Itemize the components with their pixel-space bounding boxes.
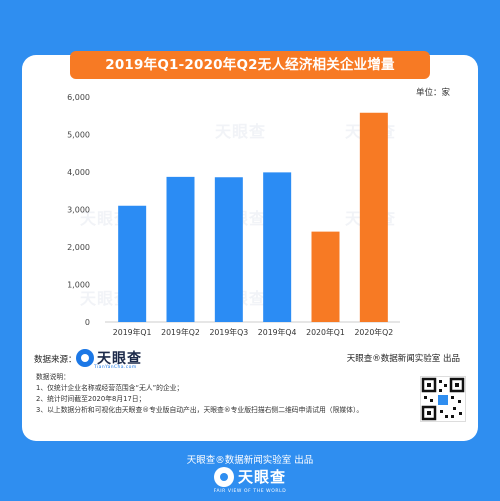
- bars: [118, 112, 388, 322]
- x-tick-label: 2019年Q2: [161, 327, 200, 337]
- x-axis-labels: 2019年Q1 2019年Q2 2019年Q3 2019年Q4 2020年Q1 2020年…: [113, 327, 393, 337]
- note-item: 3、以上数据分析和可视化由天眼查®专业版自动产出，天眼查®专业版扫描右侧二维码申…: [36, 406, 364, 414]
- footer-credit: 天眼查®数据新闻实验室 出品: [186, 455, 314, 466]
- source-label: 数据来源：: [34, 355, 77, 365]
- y-tick-label: 1,000: [67, 281, 90, 290]
- y-axis-ticks: 0 1,000 2,000 3,000 4,000 5,000 6,000: [67, 93, 90, 327]
- notes: 数据说明： 1、仅统计企业名称或经营范围含“无人”的企业； 2、统计时间截至20…: [36, 372, 396, 416]
- bar: [263, 172, 292, 322]
- footer-logo: 天眼查: [0, 466, 500, 487]
- bar: [359, 112, 388, 322]
- bar: [118, 205, 147, 322]
- note-item: 2、统计时间截至2020年8月17日；: [36, 395, 146, 403]
- footer-logo-text: 天眼查: [237, 468, 286, 486]
- x-tick-label: 2019年Q4: [258, 327, 297, 337]
- unit-label: 单位：家: [415, 88, 450, 98]
- y-tick-label: 2,000: [67, 243, 90, 252]
- notes-heading: 数据说明：: [36, 373, 70, 381]
- tianyancha-logo-icon: [76, 349, 94, 367]
- x-tick-label: 2019年Q3: [209, 327, 248, 337]
- footer-slogan: FAIR VIEW OF THE WORLD: [213, 489, 287, 494]
- qr-code-icon: [420, 376, 466, 422]
- bar: [311, 231, 340, 322]
- y-tick-label: 4,000: [67, 168, 90, 177]
- source-logo-sub: TianYanCha.com: [94, 365, 137, 370]
- x-tick-label: 2019年Q1: [113, 327, 152, 337]
- y-tick-label: 3,000: [67, 206, 90, 215]
- source-logo: 天眼查: [76, 348, 142, 368]
- bar: [166, 176, 195, 322]
- y-tick-label: 5,000: [67, 131, 90, 140]
- bar: [214, 177, 243, 322]
- source-row: 数据来源： 天眼查 TianYanCha.com 天眼查®数据新闻实验室 出品: [34, 348, 466, 370]
- watermark: 天眼查: [80, 209, 132, 228]
- x-tick-label: 2020年Q2: [354, 327, 393, 337]
- y-tick-label: 0: [85, 318, 90, 327]
- x-tick-label: 2020年Q1: [306, 327, 345, 337]
- source-credit: 天眼查®数据新闻实验室 出品: [346, 354, 460, 364]
- y-tick-label: 6,000: [67, 93, 90, 102]
- chart-card: [22, 55, 478, 441]
- tianyancha-logo-icon: [213, 466, 234, 487]
- note-item: 1、仅统计企业名称或经营范围含“无人”的企业；: [36, 384, 184, 392]
- chart-title: 2019年Q1-2020年Q2无人经济相关企业增量: [70, 51, 430, 79]
- source-logo-text: 天眼查: [97, 351, 142, 367]
- watermark: 天眼查: [215, 122, 267, 141]
- watermark: 天眼查: [80, 289, 132, 308]
